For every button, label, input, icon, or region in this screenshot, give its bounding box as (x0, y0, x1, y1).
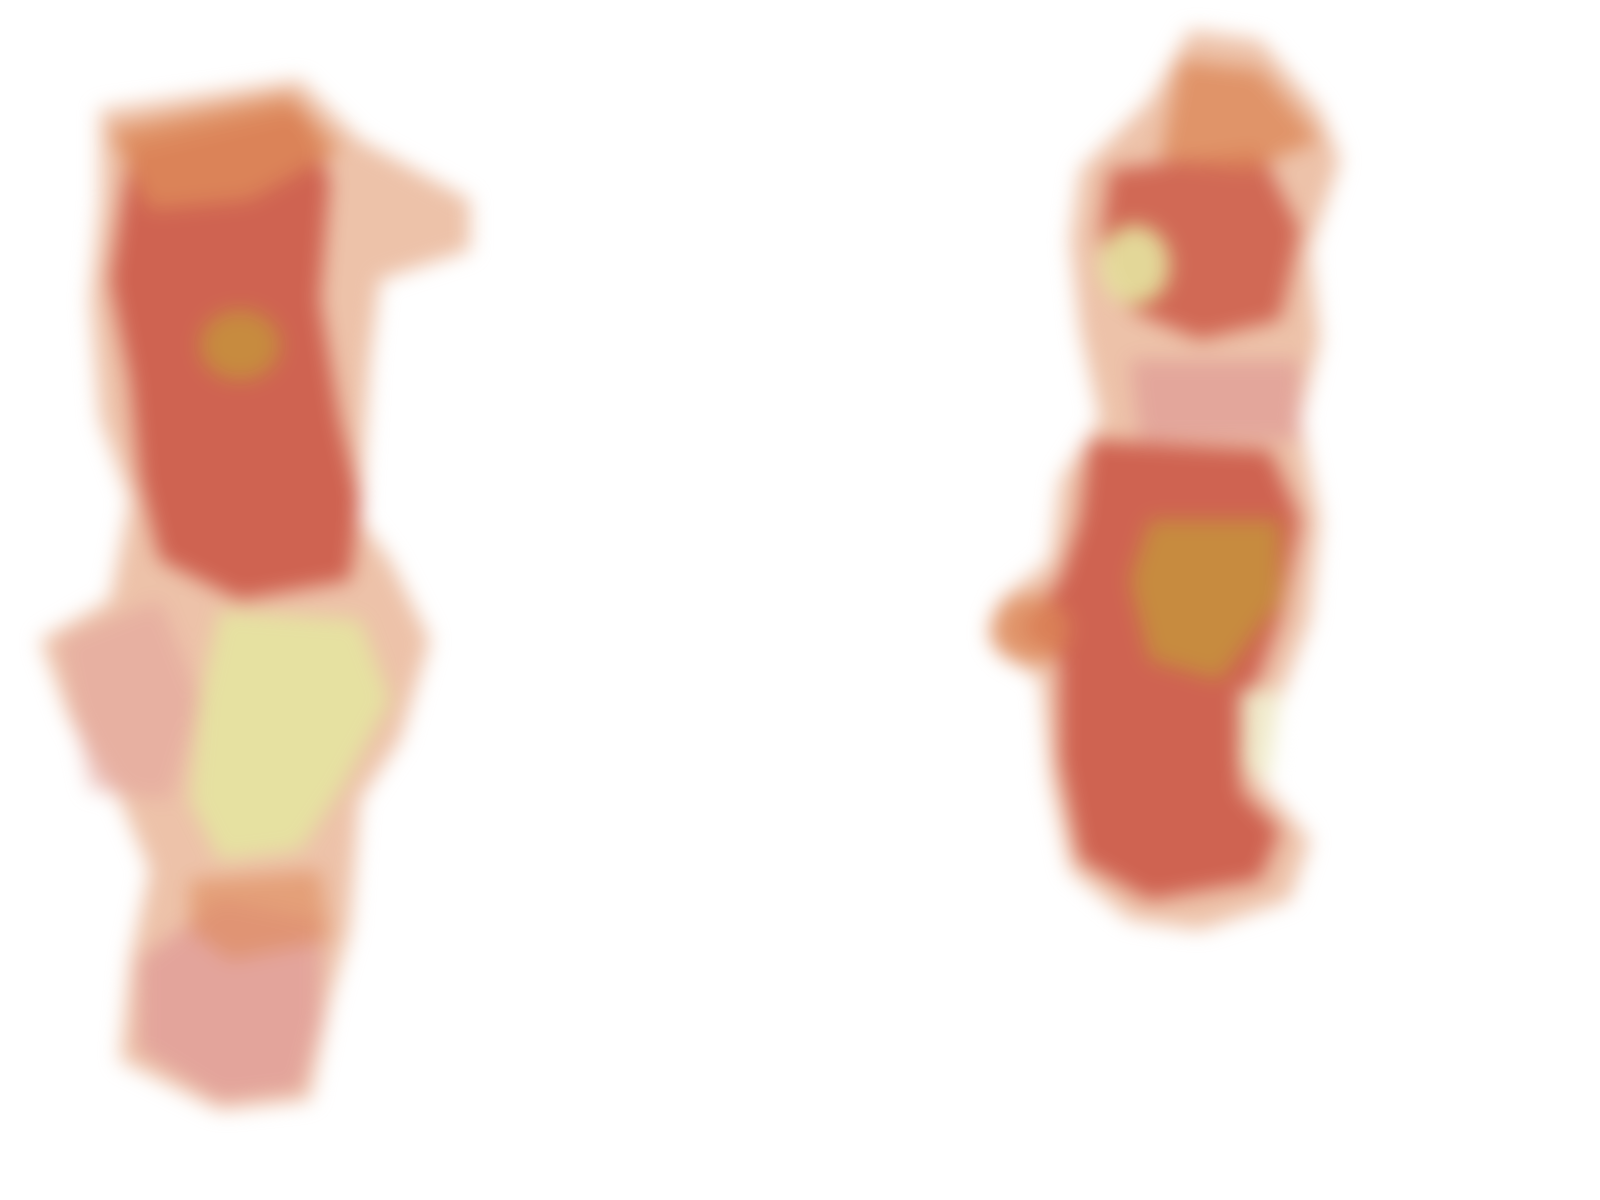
left-blob-orange-lower (190, 870, 330, 960)
left-blob-olive-spot (200, 310, 280, 380)
left-blob-lime-band (190, 610, 390, 860)
left-blob-top-cap (110, 95, 340, 210)
left-blob-pink-fringe (60, 600, 200, 800)
right-blob-pink-neck (1130, 360, 1300, 440)
right-blob-olive-band (1130, 520, 1280, 680)
right-blob-yellow-edge (1240, 690, 1280, 780)
right-blob-yellow-spot (1100, 225, 1170, 305)
right-blob-top-cap (1160, 60, 1320, 170)
right-blob-orange-nub (990, 595, 1070, 665)
